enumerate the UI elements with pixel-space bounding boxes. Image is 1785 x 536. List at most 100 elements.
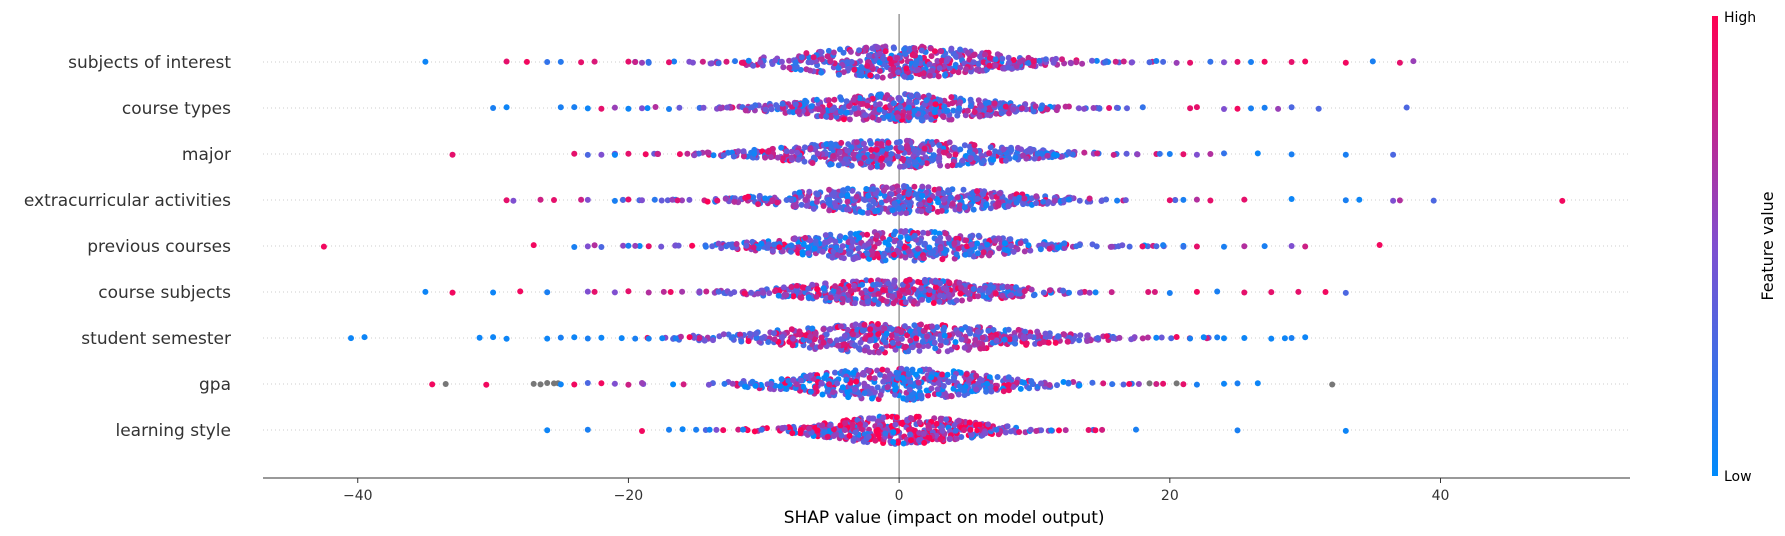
data-point (993, 426, 1000, 433)
data-point (837, 422, 844, 429)
data-point (927, 250, 934, 257)
data-point (905, 289, 912, 295)
data-point (957, 290, 964, 297)
data-point (911, 183, 918, 190)
data-point (932, 101, 939, 108)
data-point (996, 245, 1003, 252)
data-point (1315, 105, 1322, 112)
data-point (788, 284, 795, 290)
data-point (926, 244, 933, 251)
data-point (645, 59, 652, 66)
data-point (779, 100, 786, 107)
data-point (849, 187, 856, 194)
data-point (980, 157, 987, 164)
data-point (823, 331, 830, 338)
data-point (584, 380, 591, 386)
data-point (644, 105, 651, 112)
data-point (725, 241, 732, 248)
data-point (667, 289, 674, 295)
data-point (765, 339, 772, 345)
data-point (926, 366, 933, 373)
data-point (1559, 197, 1566, 204)
data-point (983, 100, 989, 107)
data-point (1248, 105, 1254, 112)
data-point (799, 251, 806, 258)
data-point (758, 240, 765, 247)
data-point (814, 191, 821, 198)
data-point (925, 422, 932, 429)
data-point (1026, 333, 1033, 340)
x-tick-label: −40 (343, 488, 373, 504)
data-point (891, 251, 898, 258)
data-point (625, 381, 632, 388)
data-point (924, 333, 930, 340)
data-point (1022, 328, 1029, 335)
data-point (870, 198, 877, 205)
data-point (675, 242, 682, 249)
data-point (1021, 288, 1028, 295)
data-point (975, 97, 982, 104)
data-point (985, 421, 992, 428)
data-point (1193, 196, 1200, 203)
data-point (1062, 427, 1069, 434)
data-point (851, 105, 858, 112)
data-point (842, 234, 849, 241)
data-point (1241, 196, 1248, 203)
data-point (849, 421, 856, 428)
data-point (852, 429, 859, 436)
data-point (750, 62, 757, 69)
data-point (814, 286, 821, 293)
data-point (868, 146, 875, 153)
data-point (983, 388, 990, 395)
feature-label: student semester (81, 329, 231, 349)
data-point (948, 116, 955, 123)
data-point (827, 337, 833, 344)
data-point (1396, 59, 1403, 66)
data-point (990, 284, 997, 291)
data-point (748, 104, 755, 111)
data-point (941, 332, 948, 339)
data-point (1234, 380, 1241, 387)
data-point (890, 300, 897, 307)
data-point (827, 294, 834, 301)
data-point (1151, 289, 1158, 295)
data-point (903, 137, 910, 144)
data-point (842, 420, 848, 426)
data-point (949, 200, 956, 207)
data-point (876, 101, 883, 108)
data-point (850, 96, 857, 103)
data-point (828, 107, 835, 113)
data-point (1084, 332, 1091, 339)
data-point (769, 146, 776, 153)
data-point (811, 245, 818, 252)
data-point (906, 386, 913, 393)
data-point (1070, 336, 1077, 343)
data-point (856, 234, 863, 241)
data-point (632, 59, 639, 65)
data-point (771, 241, 777, 248)
data-point (935, 380, 942, 387)
data-point (838, 139, 845, 146)
data-point (684, 150, 691, 157)
data-point (800, 383, 807, 390)
data-point (992, 56, 999, 63)
data-point (1396, 197, 1403, 204)
data-point (658, 243, 665, 250)
data-point (944, 163, 951, 169)
data-point (879, 162, 886, 169)
data-point (1288, 104, 1295, 111)
data-point (1126, 381, 1133, 387)
data-point (935, 190, 942, 197)
data-point (1073, 243, 1080, 250)
data-point (639, 197, 645, 204)
data-point (945, 379, 952, 386)
data-point (905, 248, 912, 255)
data-point (1124, 105, 1130, 112)
data-point (919, 338, 926, 345)
data-point (824, 53, 831, 60)
data-point (937, 342, 944, 349)
data-point (591, 242, 598, 249)
data-point (1020, 333, 1027, 340)
data-point (844, 185, 851, 192)
